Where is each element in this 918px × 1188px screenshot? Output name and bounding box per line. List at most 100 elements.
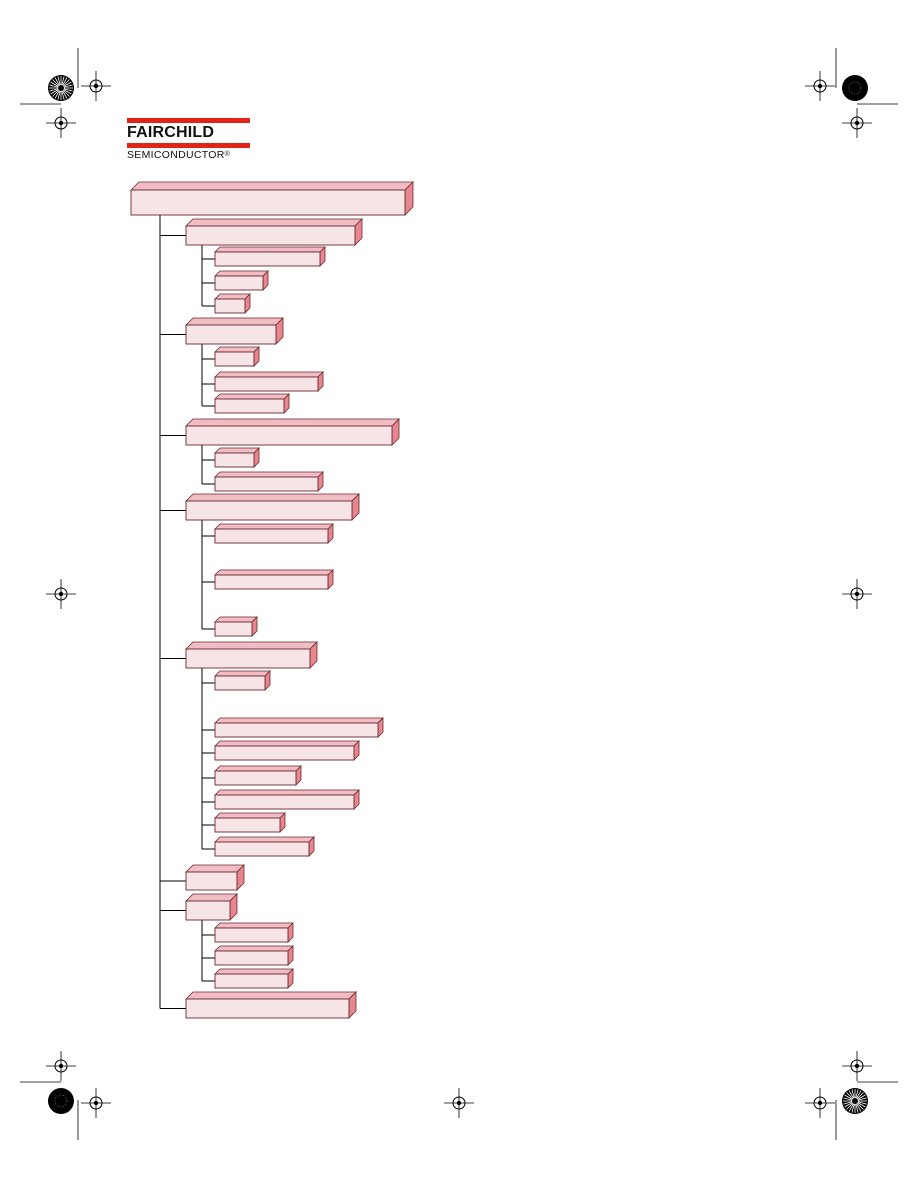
- crosshair-registration-icon: [46, 108, 76, 138]
- section-3-box: [185, 418, 400, 446]
- section-1-box-top-face: [185, 218, 363, 227]
- section-2-child-3-box-top-face: [214, 393, 290, 400]
- section-4-child-2-box: [214, 569, 334, 590]
- crosshair-registration-icon-ring: [54, 116, 68, 130]
- section-5-child-7-box-top-face: [214, 836, 315, 843]
- section-5-child-2-box-top-face: [214, 717, 384, 724]
- section-2-child-3-box-front-face: [214, 398, 285, 414]
- section-8-box-front-face: [185, 998, 350, 1019]
- crosshair-registration-icon-dot: [817, 1100, 823, 1106]
- crosshair-registration-icon: [81, 71, 111, 101]
- crosshair-registration-icon-ring: [850, 1059, 864, 1073]
- section-7-child-3-box-front-face: [214, 973, 289, 989]
- section-5-child-6-box-front-face: [214, 817, 281, 833]
- starburst-registration-icon: [48, 75, 74, 101]
- fairchild-logo: FAIRCHILD SEMICONDUCTOR®: [127, 118, 253, 162]
- crosshair-registration-icon-ring: [813, 1096, 827, 1110]
- section-3-child-2-box-front-face: [214, 476, 319, 492]
- section-1-child-2-box-front-face: [214, 275, 264, 291]
- section-1-box-front-face: [185, 225, 356, 246]
- crosshair-registration-icon: [46, 579, 76, 609]
- black-dot-registration-icon: [842, 75, 868, 101]
- crosshair-registration-icon: [46, 1051, 76, 1081]
- crosshair-registration-icon-dot: [58, 591, 64, 597]
- section-4-child-3-box: [214, 616, 258, 637]
- section-2-child-1-box-top-face: [214, 346, 260, 353]
- section-1-child-1-box-front-face: [214, 251, 321, 267]
- section-4-child-2-box-front-face: [214, 574, 329, 590]
- section-4-child-1-box-front-face: [214, 528, 329, 544]
- crosshair-registration-icon: [805, 1088, 835, 1118]
- section-3-box-front-face: [185, 425, 393, 446]
- section-5-child-3-box-front-face: [214, 745, 355, 761]
- tree-connectors: [159, 215, 215, 1009]
- section-6-box: [185, 864, 245, 891]
- crosshair-registration-icon: [444, 1088, 474, 1118]
- section-5-child-6-box-top-face: [214, 812, 286, 819]
- section-1-child-3-box-top-face: [214, 293, 251, 300]
- crosshair-registration-icon-ring: [89, 79, 103, 93]
- crosshair-registration-icon-dot: [58, 120, 64, 126]
- section-5-child-2-box: [214, 717, 384, 738]
- black-dot-registration-icon: [48, 1088, 74, 1114]
- starburst-registration-icon-hub: [852, 1098, 858, 1104]
- black-dot-registration-icon-inner: [54, 1094, 68, 1108]
- root-box-top-face: [130, 181, 414, 191]
- section-3-child-1-box-front-face: [214, 452, 255, 468]
- section-8-box: [185, 991, 357, 1019]
- section-1-child-3-box: [214, 293, 251, 314]
- section-5-child-5-box: [214, 789, 360, 810]
- crosshair-registration-icon-dot: [93, 83, 99, 89]
- section-3-box-top-face: [185, 418, 400, 427]
- section-5-box-top-face: [185, 641, 318, 650]
- registered-mark: ®: [224, 151, 231, 158]
- crosshair-registration-icon-ring: [813, 79, 827, 93]
- logo-subtitle-text: SEMICONDUCTOR: [127, 149, 225, 161]
- section-7-child-3-box: [214, 968, 294, 989]
- section-6-box-front-face: [185, 871, 238, 891]
- section-2-child-2-box-top-face: [214, 371, 324, 378]
- section-2-child-2-box: [214, 371, 324, 392]
- section-4-child-2-box-top-face: [214, 569, 334, 576]
- section-1-box: [185, 218, 363, 246]
- section-4-child-3-box-top-face: [214, 616, 258, 623]
- logo-wordmark: FAIRCHILD: [127, 124, 215, 141]
- section-3-child-1-box: [214, 447, 260, 468]
- crosshair-registration-icon-dot: [854, 591, 860, 597]
- section-4-box: [185, 493, 360, 521]
- section-4-box-front-face: [185, 500, 353, 521]
- crosshair-registration-icon-ring: [54, 587, 68, 601]
- section-7-box-top-face: [185, 893, 238, 902]
- section-5-child-7-box-front-face: [214, 841, 310, 857]
- crosshair-registration-icon-dot: [93, 1100, 99, 1106]
- root-box: [130, 181, 414, 216]
- section-1-child-1-box-top-face: [214, 246, 326, 253]
- section-7-child-1-box-front-face: [214, 927, 289, 943]
- section-5-child-4-box-top-face: [214, 765, 302, 772]
- registration-marks: [20, 48, 898, 1140]
- section-4-child-1-box: [214, 523, 334, 544]
- section-5-child-3-box-top-face: [214, 740, 360, 747]
- crosshair-registration-icon-ring: [54, 1059, 68, 1073]
- section-2-box: [185, 317, 284, 345]
- section-1-child-2-box-top-face: [214, 270, 269, 277]
- section-5-child-5-box-top-face: [214, 789, 360, 796]
- section-5-child-6-box: [214, 812, 286, 833]
- section-5-child-2-box-front-face: [214, 722, 379, 738]
- section-2-child-3-box: [214, 393, 290, 414]
- section-1-child-3-box-front-face: [214, 298, 246, 314]
- section-7-box: [185, 893, 238, 921]
- crosshair-registration-icon-dot: [854, 1063, 860, 1069]
- tree-boxes: [130, 181, 414, 1019]
- crosshair-registration-icon-dot: [456, 1100, 462, 1106]
- crosshair-registration-icon-dot: [854, 120, 860, 126]
- section-7-child-1-box-top-face: [214, 922, 294, 929]
- section-5-child-7-box: [214, 836, 315, 857]
- logo-bottom-bar: [127, 143, 250, 148]
- crosshair-registration-icon: [805, 71, 835, 101]
- section-2-child-2-box-front-face: [214, 376, 319, 392]
- section-2-box-front-face: [185, 324, 277, 345]
- section-2-child-1-box-front-face: [214, 351, 255, 367]
